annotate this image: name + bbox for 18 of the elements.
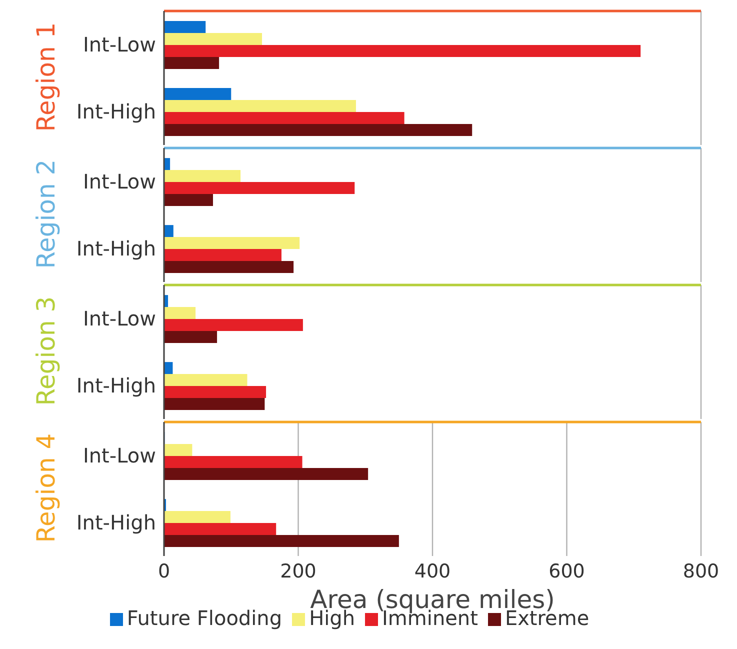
y-axis-title: Region 3 [32, 296, 60, 406]
y-axis-title: Region 2 [32, 159, 60, 269]
x-tick-label: 400 [414, 560, 451, 582]
y-tick-label: Int-Low [82, 444, 156, 468]
y-tick-label: Int-High [76, 510, 156, 535]
y-tick-label: Int-Low [82, 170, 156, 194]
x-tick-label: 600 [548, 560, 585, 582]
y-tick-label: Int-Low [82, 306, 156, 331]
x-tick-label: 800 [682, 560, 720, 582]
x-tick-label: 200 [280, 560, 316, 582]
y-tick-label: Int-High [76, 100, 156, 124]
y-tick-label: Int-High [76, 236, 156, 261]
y-axis-title: Region 4 [32, 433, 60, 543]
y-axis-title: Region 1 [32, 22, 60, 132]
x-tick-label: 0 [158, 560, 170, 582]
y-tick-label: Int-High [76, 374, 156, 398]
y-tick-label: Int-Low [82, 32, 156, 57]
legend-label: Future Flooding [126, 606, 282, 630]
